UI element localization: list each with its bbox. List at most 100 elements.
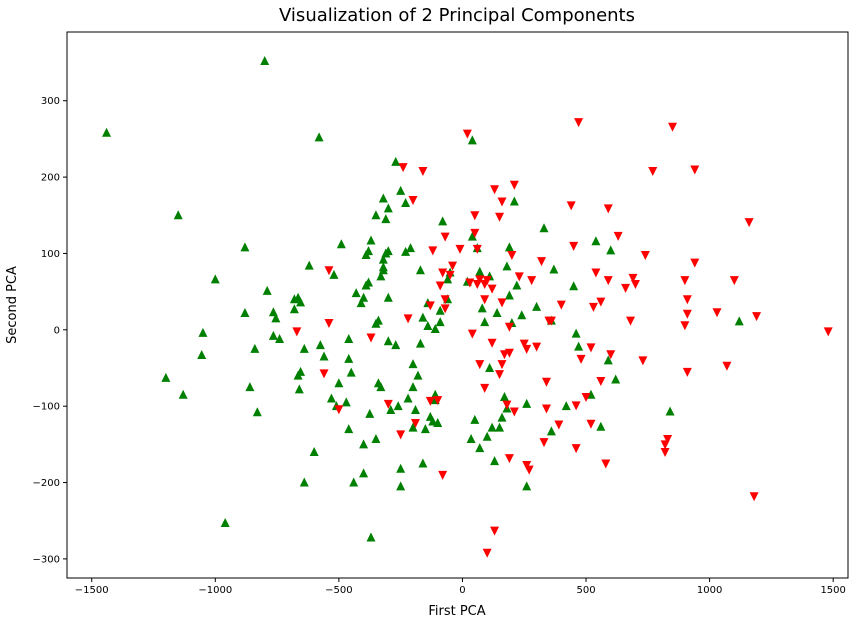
red-point-42 [490,185,500,195]
green-point-131 [509,196,519,206]
red-point-63 [537,257,547,267]
red-point-71 [566,201,576,211]
red-point-37 [482,276,492,286]
green-point-122 [492,308,502,318]
green-point-5 [198,327,208,337]
x-tick-label: 0 [459,585,465,596]
red-point-55 [509,180,519,190]
red-point-99 [680,276,690,286]
red-point-16 [433,396,443,406]
green-point-76 [396,185,406,195]
green-point-29 [299,477,309,487]
green-point-114 [475,266,485,276]
green-point-40 [344,333,354,343]
plot-frame [66,31,849,579]
green-point-8 [178,389,188,399]
y-tick-label: −100 [33,402,60,413]
green-point-13 [252,407,262,417]
red-point-85 [603,276,613,286]
red-point-84 [603,204,613,214]
green-point-56 [371,210,381,220]
red-point-40 [487,338,497,348]
green-point-78 [396,463,406,473]
red-point-17 [435,281,445,291]
green-point-101 [435,317,445,327]
red-point-3 [324,318,334,328]
red-point-95 [660,448,670,457]
green-point-116 [480,317,490,327]
red-point-78 [586,419,596,429]
red-point-36 [480,383,490,393]
green-point-84 [408,382,418,392]
green-point-53 [365,408,375,418]
y-axis: −300 −200 −100 0 100 200 300 [33,96,67,565]
green-point-41 [344,353,354,363]
green-point-6 [197,350,207,360]
x-tick-label: −500 [325,585,352,596]
green-point-74 [391,340,401,350]
green-point-145 [591,236,601,246]
green-point-141 [569,281,579,291]
red-point-75 [574,118,584,128]
green-point-143 [574,341,584,351]
green-point-125 [499,392,509,402]
red-point-110 [749,492,759,502]
red-point-111 [752,312,762,322]
red-point-66 [541,377,551,387]
red-point-44 [495,370,505,380]
green-point-70 [378,193,388,203]
red-point-30 [472,244,482,254]
red-point-103 [682,367,692,377]
green-point-22 [296,297,306,307]
green-point-90 [418,312,428,322]
green-point-2 [173,210,183,220]
red-point-89 [626,316,636,326]
red-point-12 [418,166,428,176]
red-point-77 [581,393,591,403]
green-point-135 [522,481,532,491]
green-point-105 [443,274,453,284]
red-point-112 [823,327,833,337]
red-point-58 [522,344,532,354]
green-point-28 [294,384,304,394]
green-point-110 [467,231,477,241]
green-point-148 [611,374,621,384]
red-point-105 [690,165,700,175]
red-point-61 [527,276,537,286]
green-point-50 [364,277,374,287]
green-point-83 [403,393,413,403]
red-point-68 [546,316,556,326]
red-point-94 [648,166,658,176]
green-point-62 [376,271,386,281]
green-point-0 [102,127,112,137]
x-tick-label: 1000 [697,585,722,596]
red-point-65 [541,404,551,414]
green-point-75 [391,156,401,166]
red-point-92 [638,356,648,366]
green-point-79 [396,481,406,491]
green-point-82 [406,243,416,253]
red-point-57 [519,339,529,349]
green-point-7 [161,372,171,382]
green-point-64 [378,262,388,272]
red-point-2 [324,266,334,276]
green-point-23 [304,260,314,270]
green-point-12 [250,343,260,353]
red-point-47 [497,360,507,370]
green-point-89 [415,338,425,348]
red-point-109 [744,218,754,228]
red-point-108 [729,276,739,286]
x-tick-label: 1500 [820,585,845,596]
green-point-123 [495,422,505,432]
x-axis: −1500 −1000 −500 0 500 1000 1500 [75,578,846,596]
red-point-64 [539,438,549,448]
green-point-65 [378,254,388,264]
green-point-46 [359,292,369,302]
red-point-41 [490,526,500,536]
x-axis-label: First PCA [428,604,485,619]
green-point-60 [376,382,386,392]
green-point-150 [665,406,675,416]
green-point-137 [539,223,549,233]
green-point-93 [423,321,433,330]
